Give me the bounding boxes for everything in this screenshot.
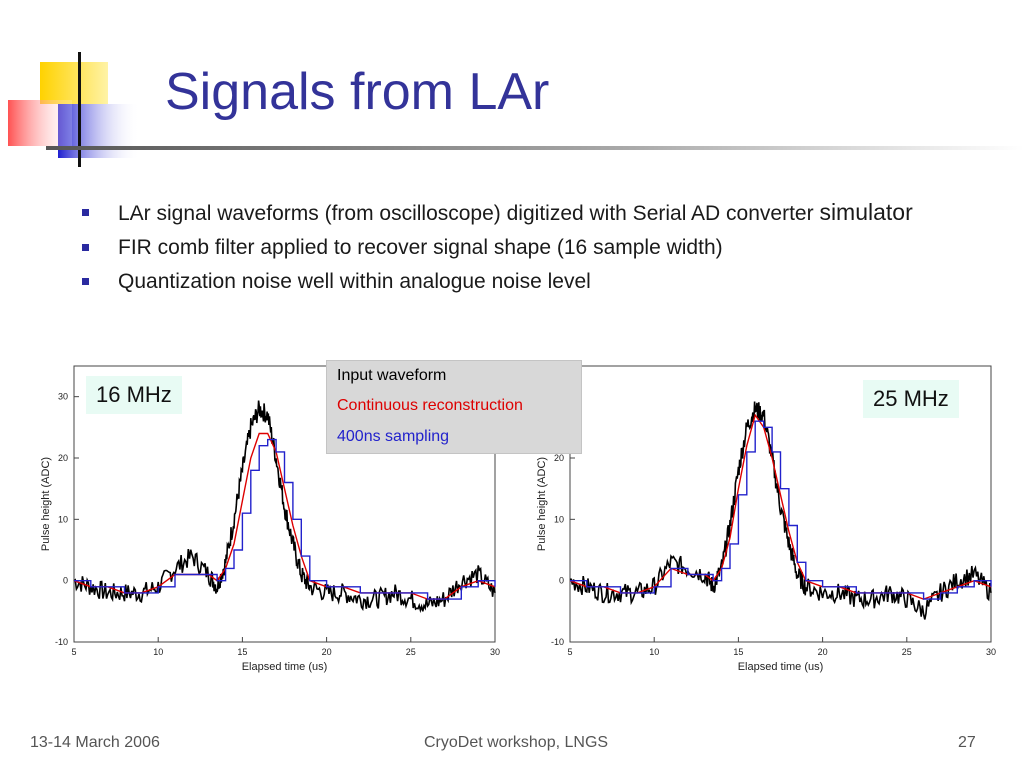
y-tick-label: 20 [58, 453, 68, 463]
annotation-25mhz: 25 MHz [863, 380, 959, 418]
x-tick-label: 15 [733, 647, 743, 657]
bullet-square-icon [82, 244, 89, 251]
horizontal-rule [46, 146, 1024, 150]
y-tick-label: 10 [554, 514, 564, 524]
yellow-square [40, 62, 108, 104]
y-tick-label: 0 [63, 576, 68, 586]
x-tick-label: 30 [986, 647, 996, 657]
legend-input: Input waveform [337, 367, 447, 384]
x-tick-label: 5 [71, 647, 76, 657]
vertical-rule [78, 52, 81, 167]
bullet-text-tail: simulator [819, 199, 913, 225]
bullet-item: LAr signal waveforms (from oscilloscope)… [80, 200, 980, 226]
bullet-text: Quantization noise well within analogue … [118, 270, 591, 293]
sampled-400ns-line [74, 438, 496, 600]
bullet-square-icon [82, 278, 89, 285]
bullet-text: FIR comb filter applied to recover signa… [118, 236, 723, 259]
y-axis-label: Pulse height (ADC) [536, 457, 548, 551]
slide-title: Signals from LAr [165, 63, 550, 121]
x-tick-label: 10 [153, 647, 163, 657]
bullet-text: LAr signal waveforms (from oscilloscope)… [118, 202, 820, 225]
red-square [8, 100, 72, 146]
legend-continuous: Continuous reconstruction [337, 397, 523, 414]
y-tick-label: 10 [58, 514, 68, 524]
y-tick-label: 30 [58, 392, 68, 402]
legend-sampled: 400ns sampling [337, 428, 450, 445]
x-tick-label: 20 [322, 647, 332, 657]
legend-box: Input waveform Continuous reconstruction… [326, 360, 582, 454]
y-tick-label: 0 [559, 576, 564, 586]
x-tick-label: 25 [406, 647, 416, 657]
x-tick-label: 25 [902, 647, 912, 657]
footer-date: 13-14 March 2006 [30, 734, 160, 751]
header-decoration [8, 52, 1024, 167]
x-tick-label: 5 [567, 647, 572, 657]
annotation-16mhz: 16 MHz [86, 376, 182, 414]
y-axis-label: Pulse height (ADC) [40, 457, 52, 551]
x-axis-label: Elapsed time (us) [738, 661, 824, 673]
x-tick-label: 20 [818, 647, 828, 657]
footer-page-number: 27 [958, 734, 976, 751]
bullet-list: LAr signal waveforms (from oscilloscope)… [80, 200, 980, 303]
x-tick-label: 15 [237, 647, 247, 657]
y-tick-label: -10 [55, 637, 68, 647]
bullet-square-icon [82, 209, 89, 216]
y-tick-label: 20 [554, 453, 564, 463]
bullet-item: FIR comb filter applied to recover signa… [80, 235, 980, 260]
sampled-400ns-line [570, 420, 992, 600]
x-tick-label: 30 [490, 647, 500, 657]
x-tick-label: 10 [649, 647, 659, 657]
bullet-item: Quantization noise well within analogue … [80, 269, 980, 294]
footer-venue: CryoDet workshop, LNGS [424, 734, 609, 751]
y-tick-label: -10 [551, 637, 564, 647]
x-axis-label: Elapsed time (us) [242, 661, 328, 673]
